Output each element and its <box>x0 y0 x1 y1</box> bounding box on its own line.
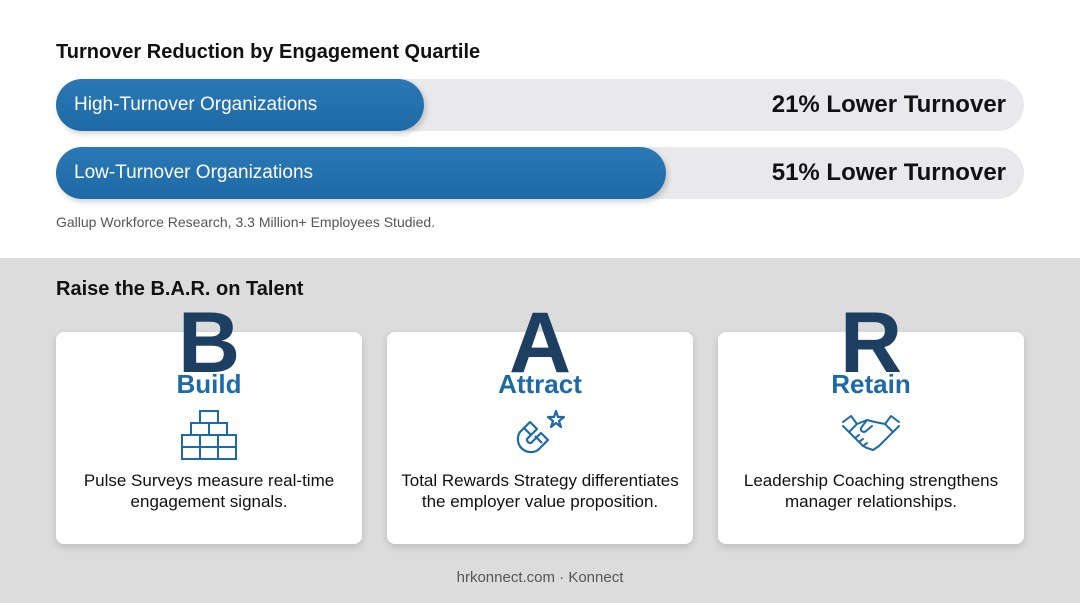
turnover-bar-high: High-Turnover Organizations 21% Lower Tu… <box>56 79 1024 131</box>
bar-label-low: Low-Turnover Organizations <box>74 162 314 183</box>
card-text-retain: Leadership Coaching strengthens manager … <box>743 471 999 511</box>
turnover-bar-low: Low-Turnover Organizations 51% Lower Tur… <box>56 147 1024 199</box>
letter-r: R <box>839 295 903 391</box>
card-build: Build Pulse Surveys measure real-time en… <box>56 332 362 544</box>
bar-value-low: 51% Lower Turnover <box>771 159 1006 186</box>
letter-b: B <box>177 295 241 391</box>
bar-fill-low: Low-Turnover Organizations <box>56 147 666 199</box>
letter-a: A <box>508 295 572 391</box>
source-note: Gallup Workforce Research, 3.3 Million+ … <box>56 214 436 230</box>
card-text-attract: Total Rewards Strategy differentiates th… <box>401 471 679 511</box>
card-attract: Attract Total Rewards Strategy different… <box>387 332 693 544</box>
card-word-retain: Retain <box>831 369 911 399</box>
bar-fill-high: High-Turnover Organizations <box>56 79 424 131</box>
card-retain: Retain Leadership Coaching strengthens m… <box>718 332 1024 544</box>
section-title-turnover: Turnover Reduction by Engagement Quartil… <box>56 41 481 63</box>
card-text-build: Pulse Surveys measure real-time engageme… <box>83 471 335 511</box>
handshake-icon <box>841 408 901 460</box>
blocks-icon <box>179 408 239 460</box>
card-word-build: Build <box>176 369 242 399</box>
footer-credit: hrkonnect.com · Konnect <box>456 569 624 586</box>
bar-label-high: High-Turnover Organizations <box>74 94 318 115</box>
magnet-icon <box>510 408 570 460</box>
turnover-section: Turnover Reduction by Engagement Quartil… <box>0 0 1080 258</box>
card-word-attract: Attract <box>498 369 582 399</box>
bar-value-high: 21% Lower Turnover <box>771 91 1006 118</box>
section-title-bar: Raise the B.A.R. on Talent <box>56 278 304 300</box>
bar-framework-section: Raise the B.A.R. on Talent Build Pulse S… <box>0 258 1080 603</box>
